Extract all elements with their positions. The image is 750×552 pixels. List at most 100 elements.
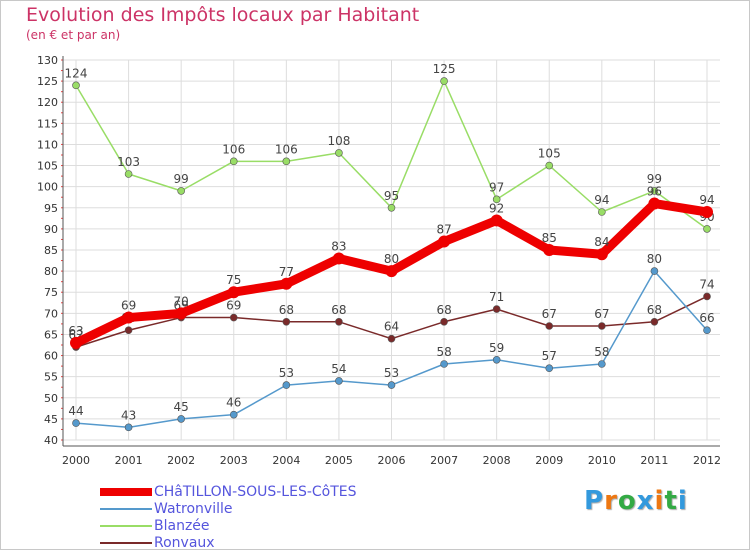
data-label: 66 [699,311,714,325]
data-label: 84 [594,235,609,249]
chart-legend: CHâTILLON-SOUS-LES-CôTES Watronville Bla… [96,484,396,552]
data-point [703,326,711,335]
data-point [703,292,711,301]
x-tick-label: 2008 [483,454,511,467]
y-tick-label: 55 [44,371,58,384]
data-point [229,157,238,166]
data-point [72,81,80,90]
x-tick-label: 2000 [62,454,90,467]
legend-label: Blanzée [154,518,210,534]
data-label: 106 [275,142,298,156]
data-label: 103 [117,155,140,169]
data-point [545,364,554,373]
logo-letter: i [677,486,688,516]
data-label: 58 [436,345,451,359]
x-tick-label: 2006 [378,454,406,467]
y-tick-label: 115 [37,117,58,130]
data-point [492,305,501,313]
data-point [282,317,291,326]
legend-item: Watronville [96,501,396,518]
data-point [650,317,659,326]
data-label: 94 [699,193,714,207]
data-label: 97 [489,180,504,194]
data-point [335,377,343,385]
legend-item: Blanzée [96,518,396,535]
data-point [703,225,711,233]
data-label: 80 [384,252,399,266]
y-tick-label: 120 [37,96,58,109]
y-tick-label: 85 [44,244,58,257]
x-tick-label: 2002 [167,454,195,467]
logo-letter: P [584,486,605,516]
data-point [335,149,343,157]
y-tick-label: 90 [44,223,58,236]
data-point [385,265,398,278]
data-label: 106 [222,142,245,156]
legend-swatch [100,508,152,510]
data-label: 69 [121,299,136,313]
x-tick-label: 2009 [535,454,563,467]
data-label: 67 [542,307,557,321]
data-label: 96 [647,185,662,199]
data-label: 59 [489,341,504,355]
data-point [440,77,448,85]
chart-title: Evolution des Impôts locaux par Habitant [26,4,420,26]
y-tick-label: 105 [37,160,58,173]
data-label: 87 [436,223,451,237]
data-label: 53 [279,366,294,380]
data-label: 57 [542,349,557,363]
chart-subtitle: (en € et par an) [26,28,121,42]
data-point [175,307,188,320]
data-label: 69 [226,299,241,313]
x-tick-label: 2005 [325,454,353,467]
x-tick-label: 2001 [115,454,143,467]
data-point [492,195,501,204]
logo-letter: r [604,486,618,516]
legend-swatch [100,525,152,527]
data-label: 68 [647,303,662,317]
data-point [387,203,396,212]
data-point [701,206,713,218]
y-tick-label: 130 [37,54,58,67]
data-label: 63 [68,324,83,338]
proxiti-logo: Proxiti [584,486,688,516]
legend-label: CHâTILLON-SOUS-LES-CôTES [154,484,357,500]
data-label: 125 [433,62,456,76]
data-point [227,286,240,299]
data-label: 105 [538,147,561,161]
logo-letter: o [617,486,637,516]
data-point [490,214,503,227]
y-tick-label: 75 [44,286,58,299]
data-point [598,322,606,330]
data-label: 94 [594,193,609,207]
data-label: 80 [647,252,662,266]
y-tick-label: 70 [44,307,58,320]
data-point [70,336,82,349]
y-tick-label: 125 [37,75,58,88]
data-point [282,381,291,389]
data-point [598,360,606,368]
y-tick-label: 100 [37,181,58,194]
data-point [440,317,448,326]
x-tick-label: 2012 [693,454,721,467]
data-label: 108 [327,134,350,148]
data-point [72,419,80,427]
legend-item: Ronvaux [96,535,396,552]
data-label: 53 [384,366,399,380]
x-tick-label: 2003 [220,454,248,467]
data-point [545,161,554,170]
data-label: 85 [542,231,557,245]
y-tick-label: 50 [44,392,58,405]
data-label: 99 [647,172,662,186]
data-label: 46 [226,396,241,410]
logo-letter: x [636,486,655,516]
data-label: 75 [226,273,241,287]
data-point [650,187,659,195]
data-label: 58 [594,345,609,359]
legend-swatch [100,488,152,496]
data-point [438,235,451,248]
data-point [124,170,133,178]
data-label: 124 [65,66,88,80]
data-point [124,326,133,335]
